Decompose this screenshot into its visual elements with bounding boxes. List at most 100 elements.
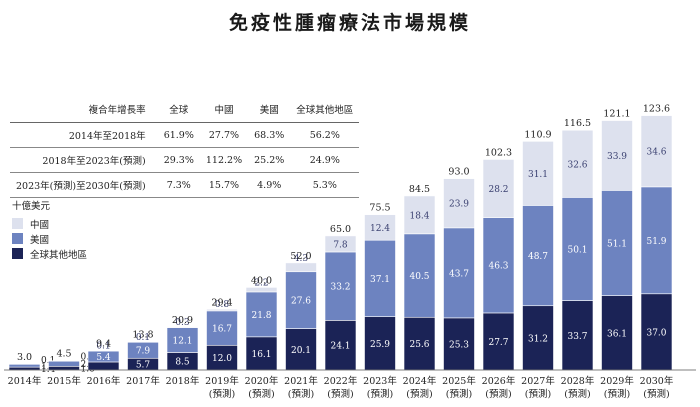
cagr-row: 2018年至2023年(預測) 29.3% 112.2% 25.2% 24.9%: [10, 147, 360, 173]
x-tick-label: 2014年: [8, 375, 42, 387]
bar-total-label: 52.0: [290, 251, 311, 262]
x-tick-label: (預測): [643, 388, 669, 400]
x-tick-label: 2026年: [482, 375, 516, 387]
bar-segment: [601, 295, 633, 371]
x-tick-label: (預測): [327, 388, 353, 400]
x-tick-label: (預測): [525, 388, 551, 400]
cagr-cell: 15.7%: [199, 172, 249, 198]
bar-segment: [48, 360, 80, 362]
bar-value-label: 16.7: [212, 325, 232, 335]
bar-value-label: 23.9: [449, 200, 469, 210]
cagr-cell: 112.2%: [199, 147, 249, 173]
bar-value-label: 0.1: [96, 342, 110, 352]
bar-value-label: 12.1: [172, 337, 192, 347]
bar-value-label: 5.4: [96, 353, 111, 363]
bar-total-label: 123.6: [643, 103, 670, 114]
bar-value-label: 18.4: [409, 211, 429, 221]
bar-total-label: 3.0: [17, 352, 32, 363]
legend-label-china: 中國: [30, 219, 50, 231]
x-tick-label: 2018年: [166, 375, 200, 387]
bar-value-label: 31.2: [528, 334, 548, 344]
bar-value-label: 0.8: [215, 300, 230, 310]
legend-swatch-us: [12, 233, 23, 244]
legend-swatch-rest: [12, 248, 23, 259]
bar-segment: [285, 271, 317, 329]
bar-value-label: 27.7: [488, 338, 508, 348]
bar-value-label: 12.4: [370, 224, 390, 234]
x-tick-label: 2021年: [284, 375, 318, 387]
bar-segment: [206, 310, 238, 346]
cagr-table: 複合年增長率 全球 中國 美國 全球其他地區 2014年至2018年 61.9%…: [10, 98, 360, 198]
legend-item-rest: 全球其他地區: [12, 246, 87, 261]
cagr-row: 2023年(預測)至2030年(預測) 7.3% 15.7% 4.9% 5.3%: [10, 172, 360, 198]
cagr-cell: 68.3%: [248, 122, 291, 148]
bar-segment: [640, 293, 673, 371]
bar-total-label: 29.4: [211, 297, 232, 308]
x-tick-label: 2016年: [87, 375, 121, 387]
bar-value-label: 7.8: [333, 240, 348, 250]
bar-segment: [364, 214, 396, 241]
x-tick-label: 2025年: [442, 375, 476, 387]
bar-value-label: 0.1: [136, 333, 150, 343]
bar-total-label: 9.4: [96, 339, 111, 350]
x-tick-label: (預測): [288, 388, 314, 400]
bar-total-label: 40.0: [251, 276, 272, 287]
legend-item-us: 美國: [12, 231, 87, 246]
x-tick-label: 2030年: [640, 375, 674, 387]
bar-segment: [522, 205, 554, 307]
bar-segment: [403, 195, 436, 235]
cagr-cell: 5.3%: [290, 172, 360, 198]
x-tick-label: 2022年: [324, 375, 358, 387]
cagr-cell: 25.2%: [248, 147, 291, 173]
x-tick-label: (預測): [367, 388, 393, 400]
x-tick-label: 2020年: [245, 375, 279, 387]
bar-segment: [443, 227, 475, 319]
bar-segment: [8, 363, 41, 365]
bar-value-label: 20.1: [291, 346, 311, 356]
legend-item-china: 中國: [12, 216, 87, 231]
bar-value-label: 21.8: [251, 311, 271, 321]
bar-value-label: 2.2: [254, 278, 268, 288]
x-tick-label: 2015年: [47, 375, 81, 387]
bar-segment: [285, 328, 317, 371]
bar-value-label: 51.1: [607, 240, 627, 250]
cagr-header-global: 全球: [157, 98, 200, 123]
bar-value-label: 40.5: [409, 272, 429, 282]
x-tick-label: 2024年: [403, 375, 437, 387]
bar-segment: [8, 366, 41, 371]
bar-value-label: 27.6: [291, 297, 311, 307]
cagr-header-rest: 全球其他地區: [290, 98, 360, 123]
bar-value-label: 46.3: [488, 262, 508, 272]
bar-total-label: 93.0: [448, 166, 469, 177]
bar-segment: [443, 178, 475, 229]
bar-segment: [601, 120, 633, 191]
x-tick-label: (預測): [604, 388, 630, 400]
cagr-cell: 56.2%: [290, 122, 360, 148]
x-tick-label: 2017年: [126, 375, 160, 387]
cagr-row-period: 2023年(預測)至2030年(預測): [10, 172, 158, 198]
bar-segment: [601, 190, 633, 296]
bar-value-label: 33.2: [330, 283, 350, 293]
bar-total-label: 84.5: [409, 184, 430, 195]
x-tick-label: (預測): [248, 388, 274, 400]
unit-label: 十億美元: [12, 201, 51, 212]
cagr-header-china: 中國: [199, 98, 249, 123]
bar-value-label: 31.1: [528, 170, 548, 180]
x-tick-label: (預測): [209, 388, 235, 400]
bar-segment: [206, 308, 238, 312]
bar-value-label: 16.1: [251, 350, 271, 360]
bar-segment: [245, 291, 278, 338]
legend-swatch-china: [12, 218, 23, 229]
bar-segment: [166, 326, 199, 328]
legend: 十億美元 中國 美國 全球其他地區: [12, 198, 87, 261]
bar-segment: [245, 336, 278, 371]
bar-segment: [403, 233, 436, 318]
chart-title: 免疫性腫瘤療法市場規模: [228, 12, 471, 34]
bar-segment: [522, 141, 554, 206]
bar-total-label: 13.8: [132, 330, 153, 341]
cagr-row-period: 2014年至2018年: [10, 122, 158, 148]
bar-segment: [324, 251, 357, 321]
x-tick-label: 2019年: [205, 375, 239, 387]
cagr-cell: 29.3%: [157, 147, 200, 173]
